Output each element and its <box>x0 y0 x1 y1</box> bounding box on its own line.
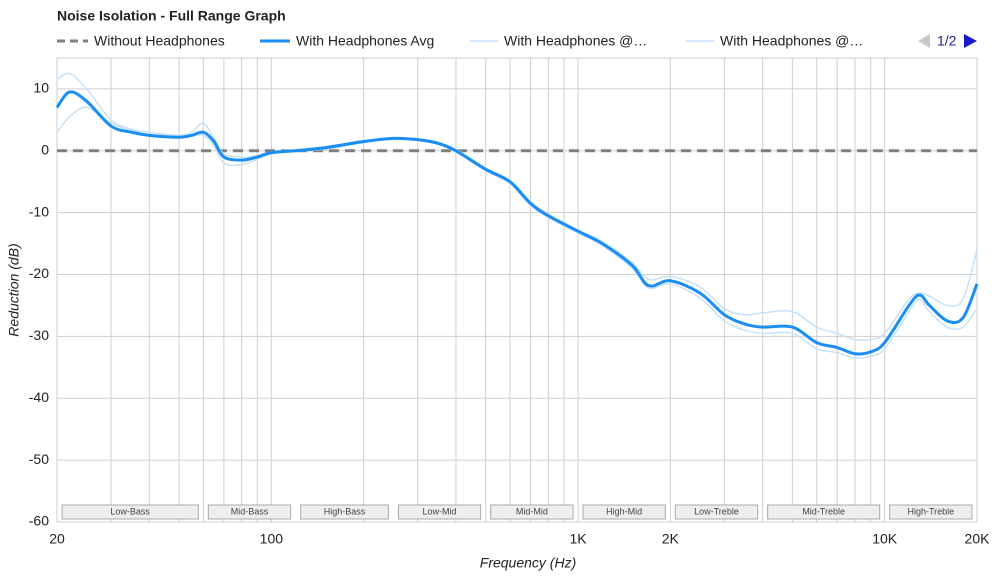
y-axis-title: Reduction (dB) <box>6 243 22 336</box>
x-tick-label: 100 <box>260 531 284 547</box>
band-label: Mid-Bass <box>231 506 269 516</box>
band-label: High-Bass <box>324 506 366 516</box>
y-tick-label: -40 <box>29 389 49 405</box>
y-tick-label: -20 <box>29 265 49 281</box>
legend-label: With Headphones @… <box>504 33 647 49</box>
x-axis-title: Frequency (Hz) <box>480 555 576 571</box>
band-label: Mid-Treble <box>802 506 845 516</box>
band-box <box>582 504 666 520</box>
y-tick-label: -30 <box>29 327 49 343</box>
y-tick-label: -60 <box>29 513 49 529</box>
band-box <box>300 504 389 520</box>
series-line <box>56 72 978 342</box>
band-label: High-Treble <box>907 506 954 516</box>
y-tick-label: -50 <box>29 451 49 467</box>
series-line <box>56 106 978 359</box>
band-box <box>674 504 759 520</box>
band-box <box>490 504 574 520</box>
band-label: High-Mid <box>606 506 642 516</box>
x-tick-label: 20 <box>49 531 65 547</box>
chart-title: Noise Isolation - Full Range Graph <box>57 8 286 24</box>
x-tick-label: 1K <box>569 531 587 547</box>
pager-label: 1/2 <box>937 33 957 49</box>
legend-label: With Headphones Avg <box>296 33 434 49</box>
x-tick-label: 20K <box>965 531 991 547</box>
y-tick-label: -10 <box>29 203 49 219</box>
band-label: Low-Mid <box>423 506 457 516</box>
x-tick-label: 10K <box>872 531 898 547</box>
band-label: Low-Treble <box>694 506 739 516</box>
plot-frame <box>56 57 978 523</box>
legend-label: Without Headphones <box>94 33 225 49</box>
band-label: Low-Bass <box>110 506 150 516</box>
y-tick-label: 10 <box>33 80 49 96</box>
pager-prev[interactable] <box>918 34 930 48</box>
band-box <box>397 504 482 520</box>
series-line <box>55 90 979 356</box>
x-tick-label: 2K <box>662 531 680 547</box>
band-box <box>889 504 973 520</box>
band-box <box>767 504 881 520</box>
band-label: Mid-Mid <box>516 506 548 516</box>
band-box <box>61 504 199 520</box>
pager-next[interactable] <box>964 34 977 48</box>
legend-label: With Headphones @… <box>720 33 863 49</box>
y-tick-label: 0 <box>41 142 49 158</box>
band-box <box>207 504 292 520</box>
